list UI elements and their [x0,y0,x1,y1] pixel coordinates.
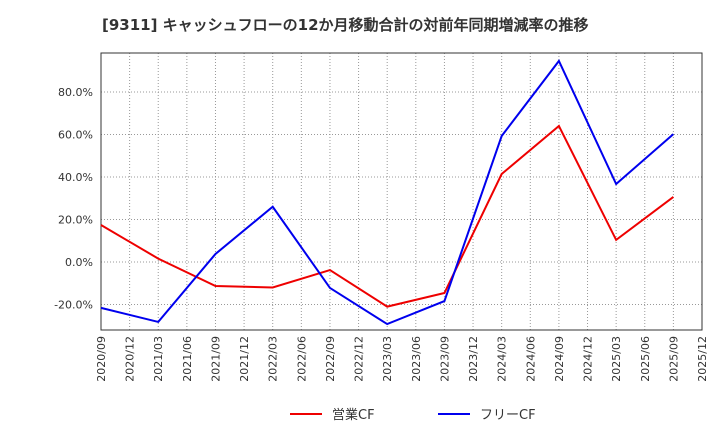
legend-label: フリーCF [480,408,536,423]
x-tick-label: 2023/06 [410,336,423,382]
x-tick-label: 2025/12 [696,336,709,382]
x-tick-label: 2024/03 [496,336,509,382]
y-tick-label: 40.0% [58,171,93,184]
x-tick-label: 2021/06 [181,336,194,382]
x-tick-label: 2025/06 [639,336,652,382]
x-tick-label: 2023/12 [467,336,480,382]
x-tick-label: 2022/09 [324,336,337,382]
x-tick-label: 2024/12 [582,336,595,382]
y-tick-label: 60.0% [58,129,93,142]
x-tick-label: 2020/09 [95,336,108,382]
y-tick-label: 0.0% [65,256,93,269]
y-tick-label: -20.0% [54,299,93,312]
x-tick-label: 2023/03 [381,336,394,382]
x-tick-label: 2020/12 [124,336,137,382]
series-line-営業CF [100,124,674,308]
x-tick-label: 2021/12 [238,336,251,382]
x-tick-label: 2022/03 [267,336,280,382]
series-line-フリーCF [100,59,675,326]
x-tick-label: 2023/09 [438,336,451,382]
x-tick-label: 2025/03 [610,336,623,382]
x-tick-label: 2021/03 [152,336,165,382]
x-tick-label: 2022/06 [295,336,308,382]
x-tick-label: 2024/06 [524,336,537,382]
y-tick-label: 20.0% [58,214,93,227]
x-tick-label: 2024/09 [553,336,566,382]
x-tick-label: 2022/12 [353,336,366,382]
chart-title: [9311] キャッシュフローの12か月移動合計の対前年同期増減率の推移 [102,16,589,34]
y-tick-label: 80.0% [58,86,93,99]
x-tick-label: 2021/09 [209,336,222,382]
x-tick-label: 2025/09 [667,336,680,382]
plot-frame [100,52,703,331]
legend-label: 営業CF [332,407,375,423]
